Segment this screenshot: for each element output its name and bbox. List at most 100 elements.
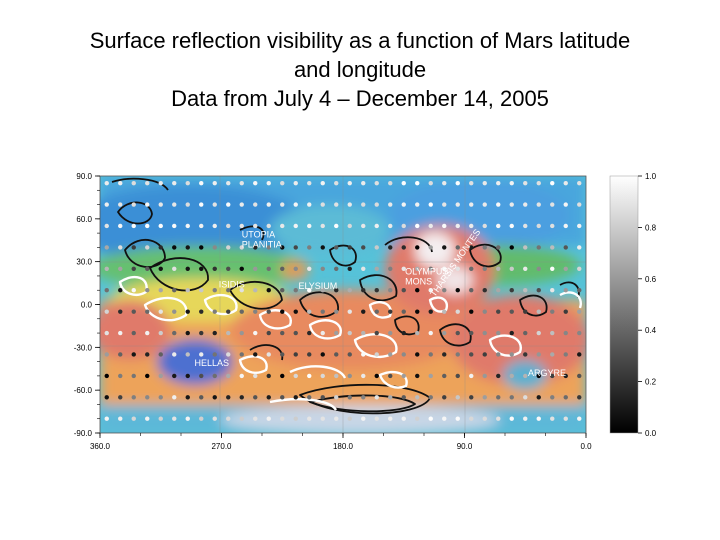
grid-point: [401, 309, 406, 314]
grid-point: [145, 330, 150, 336]
grid-point: [145, 288, 150, 293]
colorbar-ticks: 1.0 0.8 0.6 0.4 0.2 0.0: [638, 172, 657, 438]
grid-point: [266, 223, 271, 229]
grid-point: [131, 373, 136, 379]
grid-point: [550, 395, 555, 400]
grid-point: [577, 223, 582, 229]
grid-point: [334, 223, 339, 229]
grid-point: [388, 288, 393, 293]
grid-point: [415, 416, 420, 421]
grid-point: [523, 309, 528, 314]
grid-point: [374, 288, 379, 293]
grid-point: [388, 330, 393, 336]
grid-point: [455, 416, 460, 421]
grid-point: [158, 223, 163, 229]
grid-point: [401, 395, 406, 400]
grid-point: [509, 330, 514, 336]
grid-point: [347, 202, 352, 207]
grid-point: [523, 416, 528, 421]
y-tick-label: 30.0: [76, 258, 92, 267]
grid-point: [469, 309, 474, 314]
grid-point: [482, 180, 487, 186]
grid-point: [347, 352, 352, 357]
region-label-line: PLANITIA: [242, 239, 282, 249]
grid-point: [415, 266, 420, 272]
grid-point: [293, 309, 298, 314]
grid-point: [199, 352, 204, 357]
grid-point: [361, 330, 366, 336]
grid-point: [158, 266, 163, 272]
grid-point: [496, 309, 501, 314]
grid-point: [361, 266, 366, 272]
region-label-line: MONS: [405, 277, 432, 287]
grid-point: [185, 266, 190, 272]
grid-point: [131, 309, 136, 314]
grid-point: [523, 223, 528, 229]
grid-point: [145, 416, 150, 421]
grid-point: [293, 180, 298, 186]
grid-point: [334, 373, 339, 379]
x-tick-label: 270.0: [211, 442, 232, 451]
grid-point: [212, 416, 217, 421]
grid-point: [509, 202, 514, 207]
grid-point: [307, 288, 312, 293]
grid-point: [523, 180, 528, 186]
grid-point: [131, 245, 136, 250]
region-label: HELLAS: [195, 358, 230, 368]
grid-point: [415, 309, 420, 314]
grid-point: [293, 352, 298, 357]
grid-point: [307, 416, 312, 421]
grid-point: [496, 395, 501, 400]
grid-point: [401, 416, 406, 421]
grid-point: [455, 266, 460, 272]
grid-point: [320, 330, 325, 336]
grid-point: [280, 352, 285, 357]
grid-point: [469, 180, 474, 186]
grid-point: [550, 180, 555, 186]
grid-point: [307, 245, 312, 250]
grid-point: [428, 288, 433, 293]
grid-point: [239, 266, 244, 272]
grid-point: [104, 330, 109, 336]
grid-point: [347, 223, 352, 229]
grid-point: [374, 223, 379, 229]
grid-point: [104, 202, 109, 207]
grid-point: [563, 330, 568, 336]
grid-point: [361, 288, 366, 293]
grid-point: [226, 223, 231, 229]
grid-point: [199, 309, 204, 314]
grid-point: [266, 373, 271, 379]
grid-point: [496, 180, 501, 186]
grid-point: [253, 330, 258, 336]
grid-point: [374, 266, 379, 272]
grid-point: [266, 180, 271, 186]
grid-point: [185, 373, 190, 379]
grid-point: [442, 245, 447, 250]
grid-point: [361, 416, 366, 421]
grid-point: [496, 223, 501, 229]
region-label: ISIDIS: [219, 279, 245, 289]
grid-point: [280, 288, 285, 293]
grid-point: [469, 352, 474, 357]
grid-point: [293, 288, 298, 293]
grid-point: [482, 330, 487, 336]
title-line-2: and longitude: [293, 57, 427, 82]
grid-point: [212, 223, 217, 229]
chart-title: Surface reflection visibility as a funct…: [0, 26, 720, 113]
grid-point: [199, 266, 204, 272]
grid-point: [280, 330, 285, 336]
y-tick-label: 0.0: [81, 301, 93, 310]
grid-point: [320, 416, 325, 421]
grid-point: [374, 352, 379, 357]
grid-point: [482, 309, 487, 314]
grid-point: [577, 266, 582, 272]
colorbar-tick-label: 0.2: [645, 378, 657, 387]
grid-point: [536, 416, 541, 421]
grid-point: [523, 352, 528, 357]
grid-point: [563, 373, 568, 379]
grid-point: [523, 373, 528, 379]
grid-point: [307, 266, 312, 272]
grid-point: [361, 202, 366, 207]
grid-point: [577, 352, 582, 357]
grid-point: [239, 373, 244, 379]
